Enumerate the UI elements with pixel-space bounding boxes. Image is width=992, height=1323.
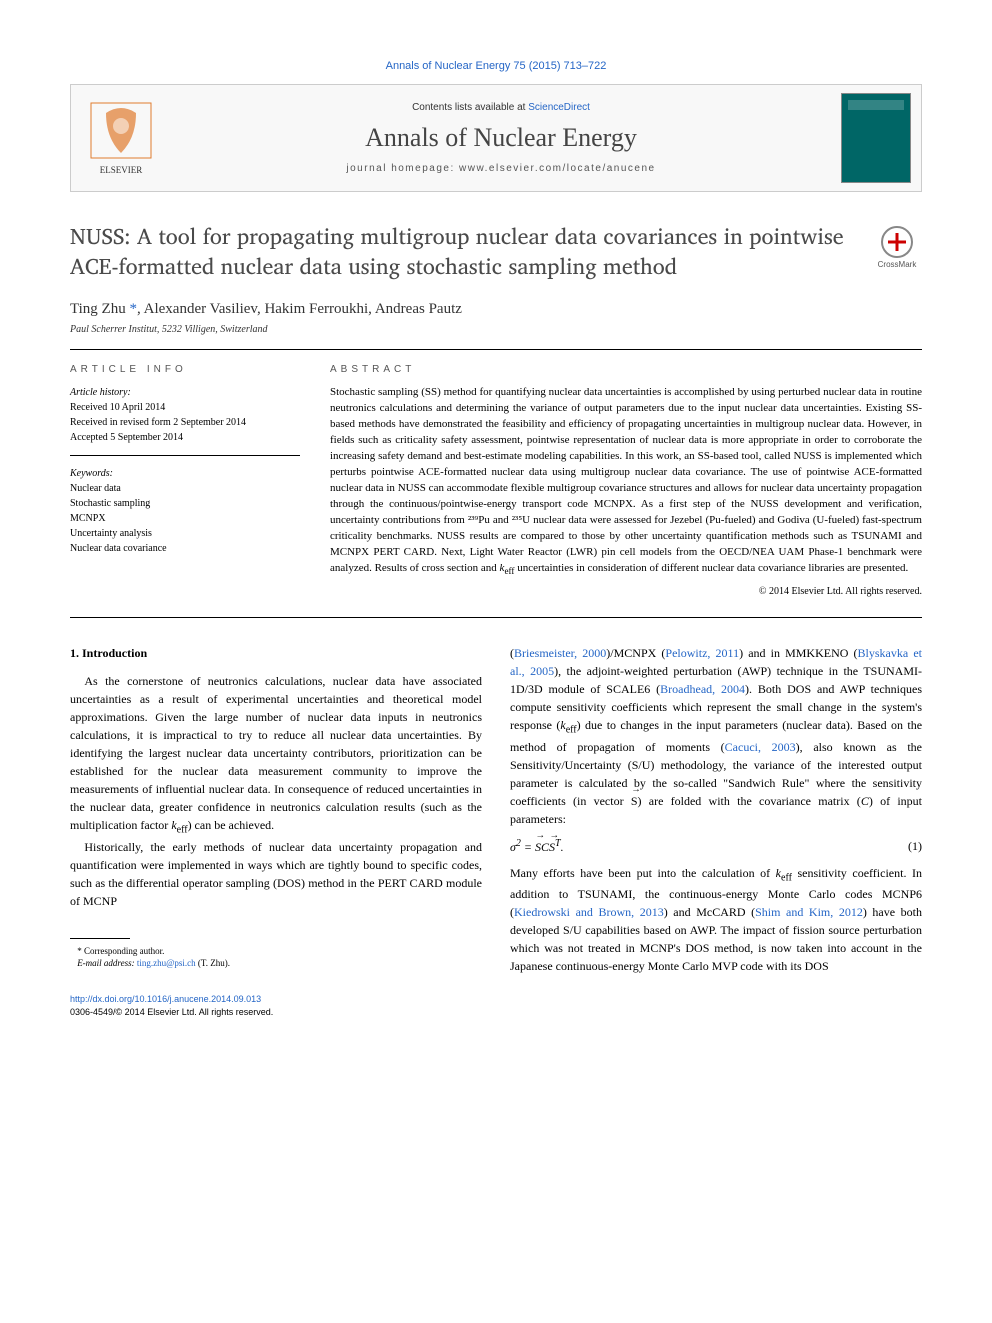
footer-doi-block: http://dx.doi.org/10.1016/j.anucene.2014… xyxy=(70,993,922,1018)
abstract-column: abstract Stochastic sampling (SS) method… xyxy=(330,364,922,597)
citation-link[interactable]: Cacuci, 2003 xyxy=(725,740,796,754)
issn-copyright-line: 0306-4549/© 2014 Elsevier Ltd. All right… xyxy=(70,1007,273,1017)
keyword-item: Nuclear data covariance xyxy=(70,541,300,556)
journal-cover-thumbnail xyxy=(841,93,911,183)
doi-link[interactable]: http://dx.doi.org/10.1016/j.anucene.2014… xyxy=(70,994,261,1004)
cover-thumb-cell xyxy=(831,85,921,191)
svg-text:ELSEVIER: ELSEVIER xyxy=(100,165,143,175)
equation-row: σ2 = SCST. (1) xyxy=(510,836,922,856)
contents-available-line: Contents lists available at ScienceDirec… xyxy=(179,102,823,113)
journal-header-box: ELSEVIER Contents lists available at Sci… xyxy=(70,84,922,192)
crossmark-badge[interactable]: CrossMark xyxy=(872,222,922,272)
citation-link[interactable]: Shim and Kim, 2012 xyxy=(755,905,863,919)
affiliation-line: Paul Scherrer Institut, 5232 Villigen, S… xyxy=(70,324,922,335)
contents-prefix: Contents lists available at xyxy=(412,102,528,113)
crossmark-label: CrossMark xyxy=(878,260,917,269)
article-history-block: Article history: Received 10 April 2014 … xyxy=(70,385,300,456)
email-label: E-mail address: xyxy=(77,958,137,968)
keywords-block: Keywords: Nuclear data Stochastic sampli… xyxy=(70,466,300,556)
article-title: NUSS: A tool for propagating multigroup … xyxy=(70,222,852,281)
citation-line: Annals of Nuclear Energy 75 (2015) 713–7… xyxy=(70,60,922,72)
citation-link[interactable]: Briesmeister, 2000 xyxy=(514,646,606,660)
received-date: Received 10 April 2014 xyxy=(70,400,300,415)
keyword-item: Uncertainty analysis xyxy=(70,526,300,541)
journal-homepage-line: journal homepage: www.elsevier.com/locat… xyxy=(179,163,823,174)
keyword-item: Stochastic sampling xyxy=(70,496,300,511)
equation-number: (1) xyxy=(908,837,922,855)
citation-link[interactable]: Broadhead, 2004 xyxy=(660,682,745,696)
keyword-item: MCNPX xyxy=(70,511,300,526)
section-heading-intro: 1. Introduction xyxy=(70,644,482,662)
revised-date: Received in revised form 2 September 201… xyxy=(70,415,300,430)
accepted-date: Accepted 5 September 2014 xyxy=(70,430,300,445)
email-footnote: E-mail address: ting.zhu@psi.ch (T. Zhu)… xyxy=(70,957,482,970)
email-suffix: (T. Zhu). xyxy=(196,958,230,968)
elsevier-logo: ELSEVIER xyxy=(86,98,156,178)
author-email-link[interactable]: ting.zhu@psi.ch xyxy=(137,958,196,968)
corresponding-author-note: * Corresponding author. xyxy=(70,945,482,958)
body-paragraph: Historically, the early methods of nucle… xyxy=(70,838,482,910)
publisher-logo-cell: ELSEVIER xyxy=(71,85,171,191)
footnotes-block: * Corresponding author. E-mail address: … xyxy=(70,945,482,970)
sciencedirect-link[interactable]: ScienceDirect xyxy=(528,102,590,113)
abstract-copyright: © 2014 Elsevier Ltd. All rights reserved… xyxy=(330,586,922,597)
equation-1: σ2 = SCST. xyxy=(510,836,564,856)
keyword-item: Nuclear data xyxy=(70,481,300,496)
abstract-heading: abstract xyxy=(330,364,922,375)
body-paragraph: As the cornerstone of neutronics calcula… xyxy=(70,672,482,837)
citation-link[interactable]: Kiedrowski and Brown, 2013 xyxy=(514,905,664,919)
body-paragraph: (Briesmeister, 2000)/MCNPX (Pelowitz, 20… xyxy=(510,644,922,827)
body-two-column: 1. Introduction As the cornerstone of ne… xyxy=(70,644,922,975)
keywords-label: Keywords: xyxy=(70,466,300,481)
journal-name: Annals of Nuclear Energy xyxy=(179,123,823,153)
article-info-column: article info Article history: Received 1… xyxy=(70,364,300,597)
abstract-text: Stochastic sampling (SS) method for quan… xyxy=(330,385,922,578)
article-info-heading: article info xyxy=(70,364,300,375)
authors-line: Ting Zhu *, Alexander Vasiliev, Hakim Fe… xyxy=(70,301,922,318)
citation-link[interactable]: Pelowitz, 2011 xyxy=(665,646,739,660)
history-label: Article history: xyxy=(70,385,300,400)
crossmark-icon xyxy=(881,226,913,258)
footnote-separator xyxy=(70,938,130,939)
body-paragraph: Many efforts have been put into the calc… xyxy=(510,864,922,975)
